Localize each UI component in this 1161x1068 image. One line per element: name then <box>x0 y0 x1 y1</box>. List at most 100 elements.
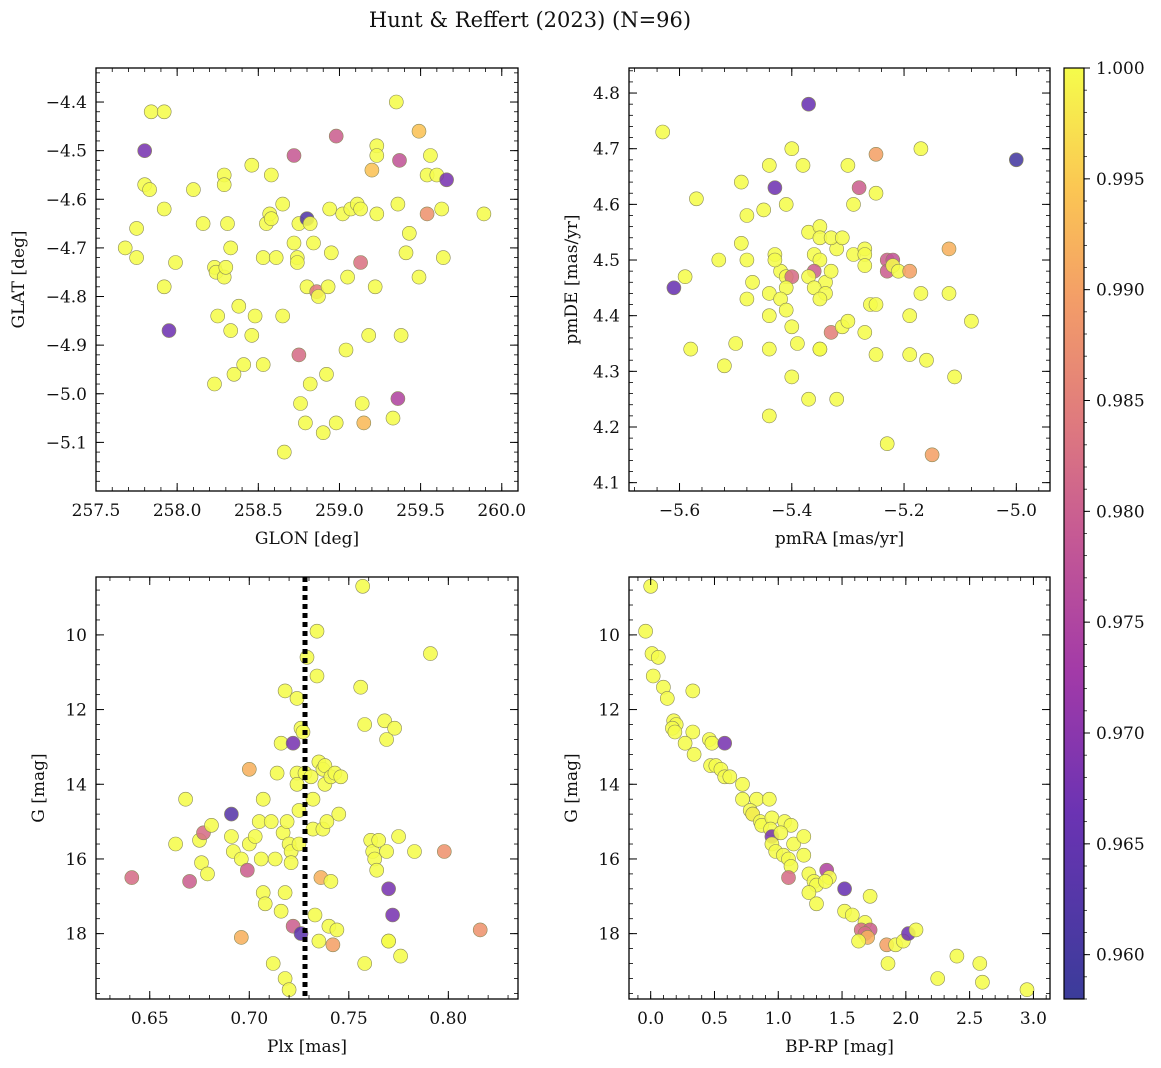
data-point <box>371 832 387 848</box>
data-point <box>369 206 385 222</box>
data-point <box>277 885 293 900</box>
data-point <box>385 410 401 426</box>
x-axis-label: BP-RP [mag] <box>785 1037 894 1057</box>
data-point <box>818 874 833 889</box>
y-tick-label: 14 <box>598 775 620 795</box>
y-tick-label: 18 <box>598 925 620 945</box>
data-point <box>401 226 417 241</box>
data-point <box>273 903 289 919</box>
data-point <box>379 844 394 859</box>
data-point <box>964 313 979 329</box>
y-axis-label: G [mag] <box>29 753 49 822</box>
data-point <box>685 724 701 740</box>
data-point <box>353 201 368 217</box>
points-layer <box>638 578 1035 998</box>
data-point <box>434 201 450 217</box>
data-point <box>919 352 934 368</box>
data-point <box>305 791 321 807</box>
data-point <box>291 803 307 818</box>
data-point <box>809 896 824 912</box>
data-point <box>796 829 812 844</box>
data-point <box>338 342 354 358</box>
x-tick-label: 0.75 <box>330 1009 368 1029</box>
colorbar-tick-label: 0.985 <box>1096 392 1145 412</box>
colorbar-tick-label: 0.990 <box>1096 281 1145 301</box>
data-point <box>354 396 370 411</box>
data-point <box>638 623 653 639</box>
data-point <box>323 874 339 889</box>
data-point <box>761 341 777 357</box>
data-point <box>862 888 878 904</box>
x-tick-label: 259.0 <box>315 501 364 521</box>
data-point <box>244 328 260 343</box>
data-point <box>223 323 238 338</box>
y-tick-label: 4.2 <box>593 418 620 438</box>
data-point <box>247 829 263 844</box>
data-point <box>689 191 704 207</box>
points-layer <box>117 94 492 460</box>
data-point <box>168 836 183 852</box>
data-point <box>142 182 157 197</box>
data-point <box>972 956 988 971</box>
x-tick-label: 258.0 <box>153 501 202 521</box>
data-point <box>390 196 406 212</box>
data-point <box>390 391 406 406</box>
data-point <box>242 761 257 777</box>
data-point <box>868 147 884 162</box>
data-point <box>281 982 297 998</box>
data-point <box>276 444 292 460</box>
data-point <box>650 649 666 665</box>
data-point <box>353 679 369 695</box>
data-point <box>291 836 307 852</box>
data-point <box>784 369 800 385</box>
data-point <box>331 806 347 822</box>
data-point <box>472 922 488 938</box>
x-tick-label: 0.5 <box>701 1009 728 1029</box>
data-point <box>941 241 957 257</box>
data-point <box>379 732 394 747</box>
data-point <box>255 357 271 372</box>
scatter-plx-gmag: 0.65 0.70 0.75 0.80 10 12 14 16 18 Plx [mas] G [ma… <box>29 576 519 1057</box>
data-point <box>930 971 946 986</box>
x-tick-label: 0.65 <box>131 1009 169 1029</box>
data-point <box>659 691 675 706</box>
data-point <box>285 735 301 751</box>
x-tick-label: 260.0 <box>477 501 526 521</box>
x-tick-label: 2.5 <box>956 1009 983 1029</box>
data-point <box>756 202 772 218</box>
data-point <box>325 937 341 953</box>
colorbar-gradient <box>1063 67 1085 1000</box>
y-tick-label: 10 <box>598 626 620 646</box>
data-point <box>269 765 285 781</box>
scatter-bprp-gmag: 0.0 0.5 1.0 1.5 2.0 2.5 3.0 10 12 14 16 18 BP-RP [ma… <box>562 576 1051 1057</box>
y-tick-label: −4.8 <box>46 288 87 308</box>
data-point <box>436 844 452 859</box>
data-point <box>340 269 355 285</box>
data-point <box>857 325 873 340</box>
data-point <box>168 255 183 270</box>
data-point <box>767 252 783 268</box>
data-point <box>117 240 133 256</box>
data-point <box>124 870 140 885</box>
x-tick-label: 257.5 <box>72 501 121 521</box>
data-point <box>356 415 372 431</box>
data-point <box>156 279 172 295</box>
data-point <box>975 974 990 990</box>
data-point <box>393 948 408 964</box>
data-point <box>328 128 344 144</box>
data-point <box>216 177 232 192</box>
data-point <box>231 298 247 314</box>
data-point <box>277 683 293 699</box>
y-axis-label: G [mag] <box>562 753 582 822</box>
x-tick-label: 1.5 <box>829 1009 856 1029</box>
data-point <box>388 94 404 110</box>
data-point <box>317 758 333 773</box>
data-point <box>311 289 326 304</box>
data-point <box>186 182 201 197</box>
data-point <box>761 158 777 173</box>
data-point <box>369 148 385 163</box>
data-point <box>851 180 867 195</box>
y-tick-label: 4.3 <box>593 362 620 382</box>
y-tick-label: 4.7 <box>593 140 620 160</box>
